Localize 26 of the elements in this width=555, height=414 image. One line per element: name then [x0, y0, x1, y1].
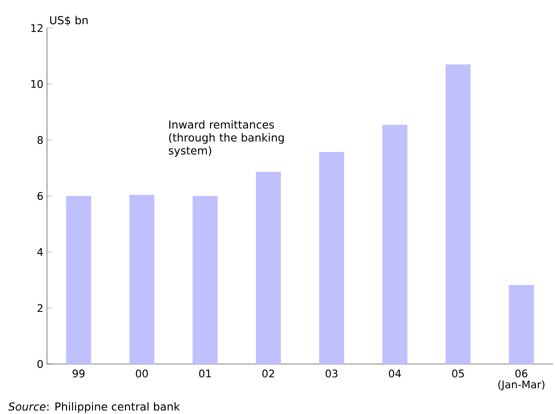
bar: [66, 196, 92, 364]
annotation: Inward remittances (through the banking system): [168, 120, 284, 157]
y-tick-label: 12: [31, 24, 42, 32]
y-tick-label: 0: [38, 360, 43, 368]
x-tick-label: 00: [136, 370, 148, 378]
bar: [319, 152, 344, 364]
y-tick-label: 8: [38, 136, 43, 144]
bar: [129, 194, 154, 364]
x-tick-label: 03: [326, 370, 338, 378]
y-tick-label: 2: [38, 304, 42, 312]
bar: [192, 196, 218, 364]
y-tick-label: 6: [38, 192, 43, 200]
y-tick-label: 10: [31, 80, 43, 88]
y-axis-title: US$ bn: [50, 16, 88, 26]
x-tick-label: 01: [199, 370, 211, 378]
x-tick-label: 02: [262, 370, 274, 378]
y-tick-label: 4: [37, 248, 43, 256]
bar: [256, 172, 281, 364]
bar: [508, 285, 534, 364]
x-tick-label: 06 (Jan-Mar): [498, 370, 544, 390]
text: Source: Philippine central bank: [8, 402, 180, 413]
x-tick-label: 05: [452, 370, 464, 378]
x-tick-label: 99: [72, 370, 85, 378]
bar: [382, 124, 408, 364]
x-tick-label: 04: [388, 370, 401, 378]
bar: [446, 64, 471, 364]
